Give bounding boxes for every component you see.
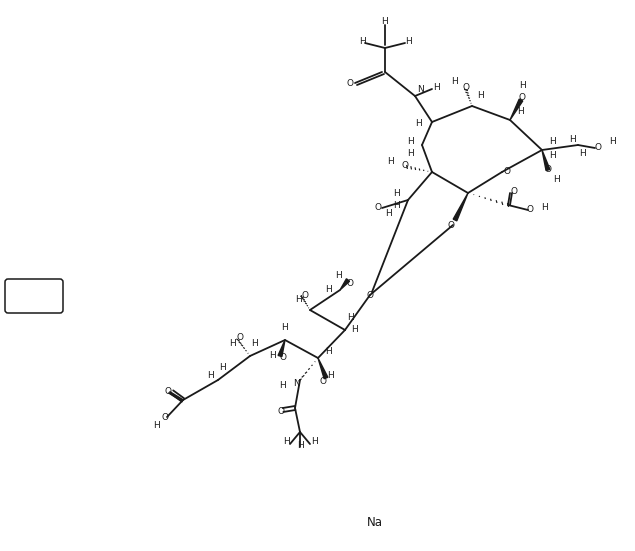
Text: H: H — [324, 348, 331, 356]
Text: H: H — [279, 381, 285, 390]
Text: O: O — [375, 203, 382, 212]
Text: H: H — [206, 370, 213, 380]
Text: O: O — [347, 78, 354, 88]
Text: O: O — [161, 413, 168, 423]
Text: O: O — [366, 290, 373, 300]
Text: H: H — [295, 295, 302, 305]
Text: H: H — [352, 326, 358, 334]
Text: H: H — [610, 138, 617, 147]
Text: H: H — [570, 136, 577, 144]
Text: H: H — [578, 149, 585, 158]
Text: H: H — [311, 437, 318, 446]
Text: O: O — [401, 161, 408, 170]
Text: O: O — [448, 220, 455, 230]
Text: O: O — [594, 143, 601, 153]
Text: N: N — [417, 85, 424, 95]
Text: H: H — [406, 149, 413, 158]
Text: Abs: Abs — [26, 295, 43, 305]
Text: H: H — [540, 203, 547, 212]
Polygon shape — [340, 279, 349, 290]
Text: H: H — [347, 314, 353, 322]
Text: H: H — [404, 37, 411, 46]
Text: H: H — [220, 364, 226, 372]
Text: H: H — [434, 83, 441, 91]
Text: H: H — [154, 422, 161, 430]
Polygon shape — [278, 340, 285, 356]
Text: H: H — [326, 371, 333, 381]
Text: H: H — [251, 339, 257, 348]
Text: H: H — [451, 78, 457, 87]
Text: H: H — [270, 350, 276, 359]
Text: O: O — [544, 165, 552, 175]
Text: O: O — [347, 278, 354, 288]
Text: H: H — [297, 441, 304, 451]
Text: H: H — [385, 208, 391, 218]
Text: H: H — [549, 150, 556, 159]
Text: H: H — [283, 437, 290, 446]
Text: H: H — [392, 202, 399, 210]
Text: Na: Na — [28, 304, 40, 312]
Text: H: H — [552, 176, 559, 185]
Text: H: H — [229, 339, 236, 348]
Text: H: H — [477, 91, 483, 100]
Polygon shape — [542, 150, 550, 171]
Text: O: O — [319, 377, 326, 386]
Text: H: H — [415, 120, 422, 128]
Text: H: H — [359, 37, 365, 46]
Text: H: H — [382, 18, 389, 26]
Polygon shape — [453, 193, 468, 221]
Text: H: H — [387, 158, 394, 166]
Polygon shape — [318, 358, 328, 379]
Text: O: O — [511, 186, 518, 196]
Text: O: O — [302, 290, 309, 300]
Text: O: O — [462, 84, 469, 93]
Text: O: O — [236, 333, 243, 343]
Text: H: H — [519, 80, 525, 89]
Text: H: H — [335, 272, 342, 280]
Text: H: H — [406, 137, 413, 145]
FancyBboxPatch shape — [5, 279, 63, 313]
Text: N: N — [293, 379, 299, 387]
Text: O: O — [504, 168, 511, 176]
Text: O: O — [164, 387, 171, 397]
Text: O: O — [279, 354, 286, 363]
Text: O: O — [526, 206, 533, 214]
Text: H: H — [517, 107, 523, 116]
Text: O: O — [519, 93, 526, 101]
Text: H: H — [392, 190, 399, 198]
Text: O: O — [277, 408, 284, 417]
Text: H: H — [282, 323, 288, 332]
Text: Na: Na — [367, 516, 383, 528]
Text: H: H — [324, 285, 331, 294]
Polygon shape — [510, 99, 523, 120]
Text: H: H — [549, 138, 556, 147]
